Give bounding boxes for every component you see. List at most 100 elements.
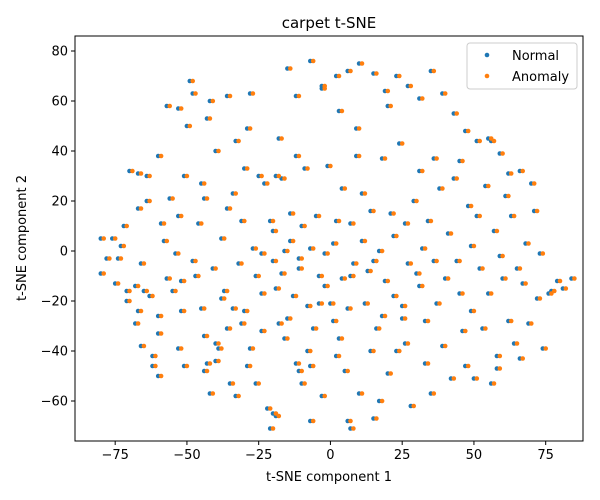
point-anomaly (448, 231, 454, 236)
y-tick-label: −20 (41, 295, 68, 310)
point-anomaly (236, 393, 241, 399)
point-anomaly (124, 223, 129, 229)
point-anomaly (351, 221, 356, 226)
point-anomaly (431, 68, 437, 74)
point-anomaly (520, 168, 525, 174)
point-anomaly (227, 326, 233, 331)
point-anomaly (405, 341, 411, 346)
point-anomaly (531, 181, 537, 186)
point-anomaly (454, 176, 460, 181)
point-anomaly (290, 211, 296, 216)
point-anomaly (537, 296, 543, 301)
y-tick-label: 40 (51, 145, 68, 160)
x-tick-label: 0 (326, 448, 334, 463)
point-anomaly (279, 136, 284, 141)
point-anomaly (508, 318, 514, 324)
point-anomaly (299, 256, 305, 261)
point-anomaly (477, 213, 483, 219)
point-anomaly (299, 368, 305, 374)
point-anomaly (176, 251, 181, 256)
chart-title: carpet t-SNE (282, 14, 377, 32)
point-anomaly (262, 291, 267, 296)
y-tick-label: 20 (51, 195, 68, 210)
point-anomaly (150, 293, 155, 299)
point-anomaly (388, 103, 394, 109)
point-anomaly (471, 243, 477, 249)
point-anomaly (138, 308, 144, 314)
point-anomaly (402, 316, 408, 321)
point-anomaly (368, 268, 373, 274)
point-anomaly (216, 341, 221, 346)
point-anomaly (273, 258, 279, 264)
point-anomaly (296, 93, 302, 99)
point-anomaly (526, 241, 531, 246)
point-anomaly (480, 266, 485, 271)
point-anomaly (437, 301, 442, 306)
x-tick-label: −25 (245, 448, 272, 463)
point-anomaly (193, 91, 198, 96)
x-tick-label: −75 (101, 448, 128, 463)
point-anomaly (308, 303, 313, 309)
point-anomaly (351, 426, 356, 431)
point-anomaly (362, 238, 368, 244)
point-anomaly (273, 411, 279, 416)
point-anomaly (127, 288, 132, 294)
point-anomaly (371, 348, 376, 354)
point-anomaly (181, 278, 187, 284)
point-anomaly (497, 366, 503, 371)
point-anomaly (425, 318, 431, 324)
y-tick-label: −60 (41, 395, 68, 410)
point-anomaly (270, 426, 276, 431)
point-anomaly (474, 376, 480, 381)
point-anomaly (397, 73, 402, 79)
point-anomaly (161, 221, 167, 226)
point-anomaly (463, 328, 468, 334)
point-anomaly (442, 91, 448, 96)
point-anomaly (242, 321, 247, 326)
point-anomaly (523, 281, 528, 286)
point-anomaly (488, 291, 494, 296)
legend-label-anomaly: Anomaly (512, 70, 569, 85)
point-anomaly (147, 173, 152, 179)
x-tick-label: 50 (466, 448, 483, 463)
point-anomaly (173, 288, 178, 294)
point-anomaly (121, 243, 127, 249)
point-anomaly (325, 251, 330, 256)
point-anomaly (293, 293, 299, 299)
point-anomaly (348, 306, 353, 311)
point-anomaly (259, 173, 264, 179)
point-anomaly (356, 153, 362, 159)
point-anomaly (158, 313, 164, 319)
point-anomaly (514, 341, 520, 346)
point-anomaly (552, 288, 557, 294)
point-anomaly (190, 78, 195, 84)
legend-marker-anomaly (484, 73, 490, 79)
point-anomaly (204, 333, 210, 339)
point-anomaly (118, 256, 124, 261)
point-anomaly (138, 171, 144, 176)
y-tick-label: 80 (51, 45, 68, 60)
point-anomaly (572, 276, 577, 281)
y-tick-label: 60 (51, 95, 68, 110)
legend-marker-normal (484, 52, 490, 58)
point-anomaly (486, 183, 491, 189)
point-anomaly (422, 246, 428, 251)
point-anomaly (460, 291, 465, 296)
point-anomaly (517, 266, 523, 271)
point-anomaly (216, 148, 221, 154)
point-anomaly (158, 331, 164, 336)
point-anomaly (431, 391, 437, 396)
point-anomaly (379, 398, 385, 404)
point-anomaly (107, 256, 112, 261)
point-anomaly (181, 308, 187, 314)
point-anomaly (563, 286, 569, 291)
point-anomaly (224, 288, 230, 294)
point-anomaly (319, 273, 325, 279)
point-anomaly (201, 306, 207, 311)
point-anomaly (290, 238, 296, 244)
point-anomaly (167, 103, 172, 109)
point-anomaly (244, 308, 250, 314)
x-axis-label: t-SNE component 1 (266, 470, 392, 485)
point-anomaly (417, 271, 422, 276)
point-anomaly (382, 156, 388, 161)
